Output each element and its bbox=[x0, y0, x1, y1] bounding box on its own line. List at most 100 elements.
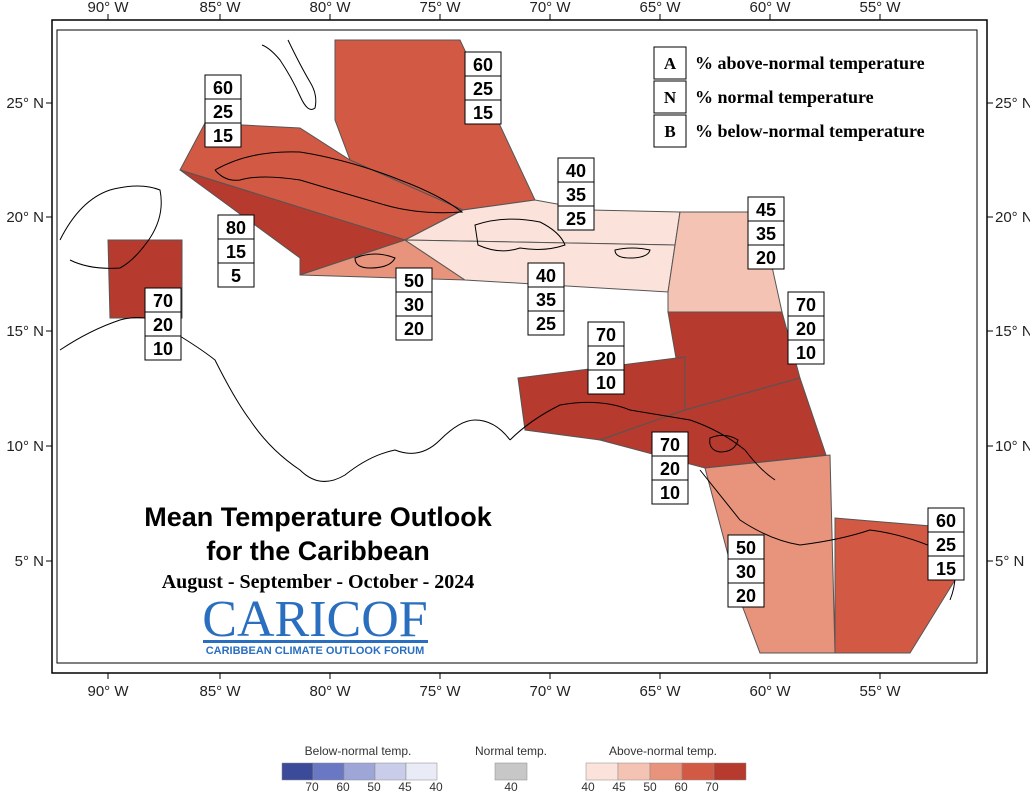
legend-text-a: % above-normal temperature bbox=[695, 53, 925, 73]
prob-cell bbox=[651, 479, 689, 505]
prob-box-hispaniola-north: 40 35 25 bbox=[557, 157, 595, 231]
colorbar-above-swatch bbox=[649, 762, 683, 781]
lat-tick-label-right: 15° N bbox=[995, 323, 1030, 340]
abn-legend: A % above-normal temperature N % normal … bbox=[653, 46, 925, 148]
logo-rule bbox=[203, 640, 428, 643]
lon-tick-label-top: 90° W bbox=[87, 0, 129, 16]
colorbar-normal-swatch: 40 bbox=[494, 762, 528, 791]
prob-normal: 35 bbox=[756, 224, 776, 244]
prob-cell bbox=[557, 205, 595, 231]
lon-tick-label-bottom: 85° W bbox=[199, 683, 241, 700]
prob-below: 10 bbox=[153, 339, 173, 359]
colorbar: Below-normal temp. Normal temp. Above-no… bbox=[281, 744, 747, 791]
prob-normal: 25 bbox=[936, 535, 956, 555]
jamaica-coast bbox=[354, 253, 396, 269]
prob-cell bbox=[587, 345, 625, 371]
colorbar-above-swatch bbox=[681, 762, 715, 781]
prob-above: 60 bbox=[936, 511, 956, 531]
prob-cell bbox=[144, 287, 182, 313]
lon-tick-label-top: 75° W bbox=[419, 0, 461, 16]
colorbar-below-swatch bbox=[374, 762, 407, 781]
legend-letter-n: N bbox=[664, 88, 677, 107]
legend-text-n: % normal temperature bbox=[695, 87, 874, 107]
colorbar-above-tick: 45 bbox=[612, 780, 626, 791]
prob-box-jamaica: 50 30 20 bbox=[395, 267, 433, 341]
lat-tick-label-right: 25° N bbox=[995, 95, 1030, 112]
colorbar-normal-title: Normal temp. bbox=[475, 744, 547, 758]
hispaniola-coast bbox=[474, 218, 566, 252]
colorbar-above-tick: 60 bbox=[674, 780, 688, 791]
prob-cell bbox=[395, 267, 433, 293]
legend-letter-b: B bbox=[664, 122, 675, 141]
lon-tick-label-top: 55° W bbox=[859, 0, 901, 16]
prob-below: 15 bbox=[473, 103, 493, 123]
prob-normal: 20 bbox=[596, 349, 616, 369]
colorbar-above-title: Above-normal temp. bbox=[609, 744, 717, 758]
lon-tick-label-bottom: 70° W bbox=[529, 683, 571, 700]
colorbar-above-swatch bbox=[713, 762, 747, 781]
lat-tick-label-right: 10° N bbox=[995, 438, 1030, 455]
colorbar-above-tick: 40 bbox=[581, 780, 595, 791]
prob-cell bbox=[464, 51, 502, 77]
prob-cell bbox=[464, 99, 502, 125]
prob-cell bbox=[395, 315, 433, 341]
lon-tick-label-bottom: 90° W bbox=[87, 683, 129, 700]
prob-cell bbox=[204, 98, 242, 124]
prob-normal: 30 bbox=[736, 562, 756, 582]
colorbar-below-tick: 40 bbox=[429, 780, 443, 791]
lat-tick-label-right: 5° N bbox=[995, 553, 1024, 570]
prob-below: 15 bbox=[936, 559, 956, 579]
lat-tick-label-left: 25° N bbox=[6, 95, 44, 112]
lat-tick-label-left: 10° N bbox=[6, 438, 44, 455]
colorbar-above-tick: 70 bbox=[705, 780, 719, 791]
prob-box-cayman-jamaica-west: 80 15 5 bbox=[217, 214, 255, 288]
lat-tick-label-right: 20° N bbox=[995, 209, 1030, 226]
prob-cell bbox=[587, 369, 625, 395]
lat-tick-label-left: 15° N bbox=[6, 323, 44, 340]
prob-above: 50 bbox=[736, 538, 756, 558]
colorbar-below-tick: 45 bbox=[398, 780, 412, 791]
colorbar-below-swatch bbox=[405, 762, 438, 781]
lat-ticks-right: 25° N 20° N 15° N 10° N 5° N bbox=[987, 95, 1030, 570]
probability-boxes: 60 25 15 60 25 15 80 15 5 50 30 20 40 35 25 40 35 25 45 35 2… bbox=[144, 51, 965, 608]
prob-normal: 20 bbox=[660, 459, 680, 479]
puerto-rico-coast bbox=[614, 247, 651, 259]
prob-cell bbox=[927, 507, 965, 533]
prob-cell bbox=[747, 244, 785, 270]
map-inner-frame bbox=[56, 29, 978, 664]
prob-cell bbox=[927, 531, 965, 557]
prob-below: 20 bbox=[756, 248, 776, 268]
prob-cell bbox=[927, 555, 965, 581]
prob-cell bbox=[144, 311, 182, 337]
prob-below: 10 bbox=[660, 483, 680, 503]
colorbar-above-swatches: 40 45 50 60 70 bbox=[581, 762, 747, 791]
prob-cell bbox=[557, 157, 595, 183]
prob-above: 40 bbox=[536, 266, 556, 286]
prob-above: 40 bbox=[566, 161, 586, 181]
lon-tick-label-top: 70° W bbox=[529, 0, 571, 16]
logo-main: CARICOF bbox=[202, 591, 427, 648]
prob-below: 5 bbox=[231, 266, 241, 286]
lon-tick-label-top: 80° W bbox=[309, 0, 351, 16]
prob-cell bbox=[217, 262, 255, 288]
prob-above: 80 bbox=[226, 218, 246, 238]
lon-ticks-top: 90° W 85° W 80° W 75° W 70° W 65° W 60° W 55° W bbox=[87, 0, 901, 20]
prob-normal: 15 bbox=[226, 242, 246, 262]
legend-text-b: % below-normal temperature bbox=[695, 121, 925, 141]
florida-coast bbox=[261, 39, 317, 110]
prob-box-abc-islands: 70 20 10 bbox=[587, 321, 625, 395]
prob-below: 20 bbox=[404, 319, 424, 339]
prob-box-bahamas: 60 25 15 bbox=[464, 51, 502, 125]
colorbar-below-swatches: 70 60 50 45 40 bbox=[281, 762, 443, 791]
prob-cell bbox=[527, 310, 565, 336]
colorbar-normal-tick: 40 bbox=[504, 780, 518, 791]
prob-box-guyana: 50 30 20 bbox=[727, 534, 765, 608]
colorbar-below-swatch bbox=[281, 762, 314, 781]
prob-normal: 20 bbox=[796, 319, 816, 339]
legend-box-a bbox=[653, 46, 687, 80]
prob-below: 25 bbox=[566, 209, 586, 229]
colorbar-below-swatch bbox=[343, 762, 376, 781]
prob-box-windward: 70 20 10 bbox=[787, 291, 825, 365]
lon-tick-label-top: 85° W bbox=[199, 0, 241, 16]
